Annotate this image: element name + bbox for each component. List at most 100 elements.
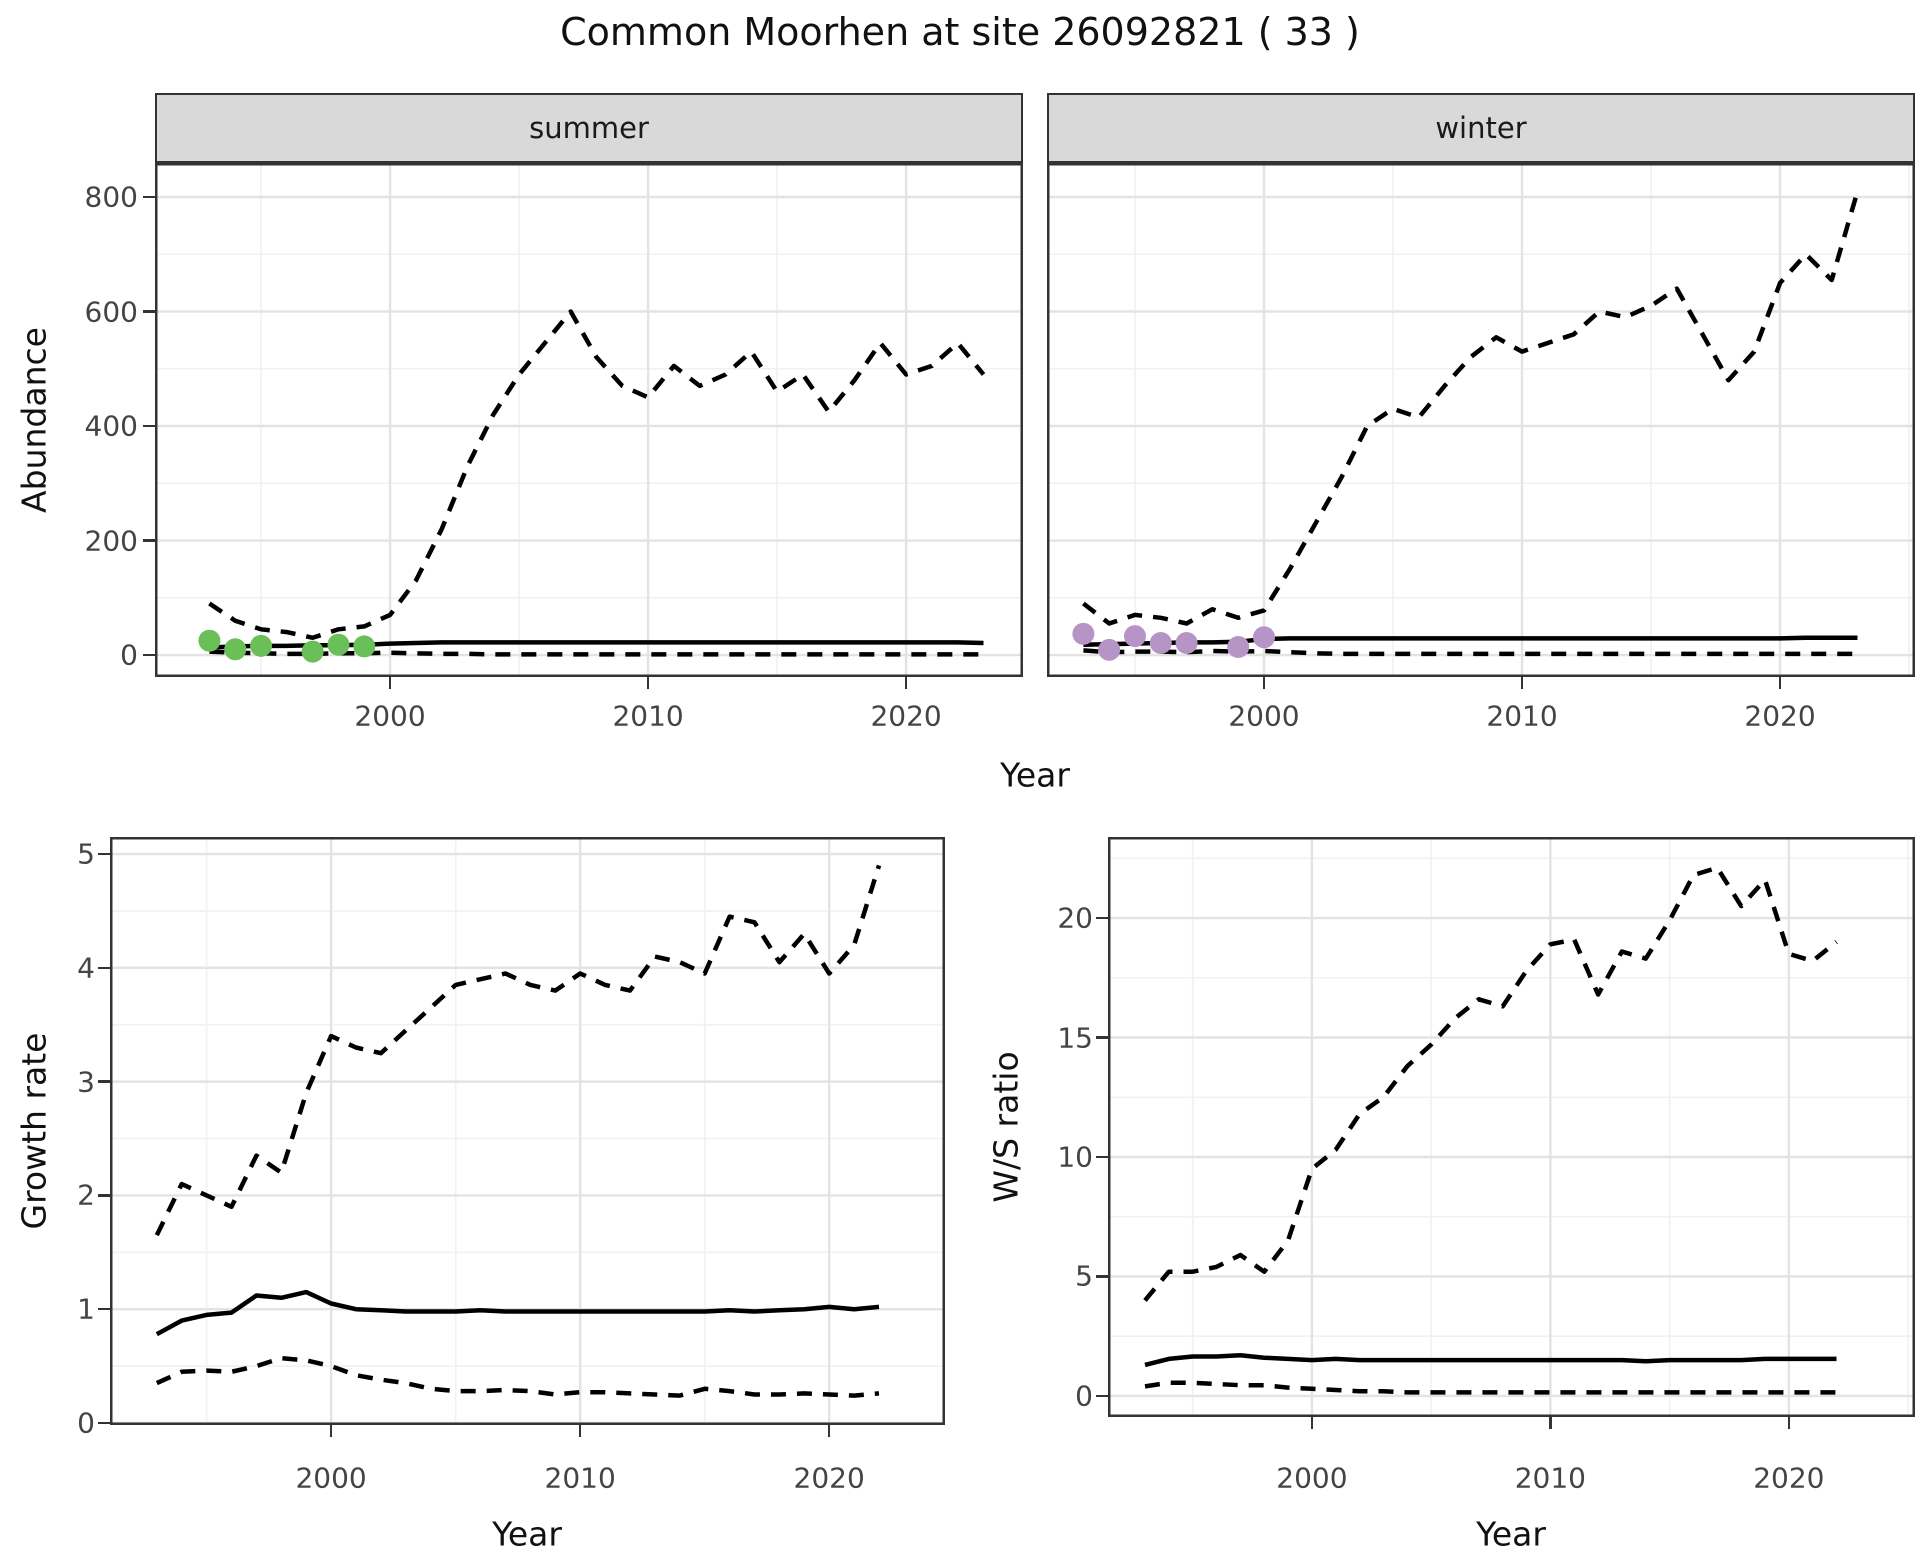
y-tick-label: 5 [77, 837, 95, 871]
growth_rate-plot-area [110, 837, 945, 1425]
abundance-axis-title: Abundance [14, 327, 54, 513]
abundance_winter-observed-point [1098, 638, 1121, 661]
y-tick-label: 200 [84, 524, 138, 557]
y-tick-mark [143, 539, 155, 542]
abundance_summer-observed-point [224, 638, 247, 661]
x-tick-mark [646, 677, 650, 689]
abundance_summer-plot-area [155, 163, 1023, 677]
y-tick-mark [98, 1194, 110, 1197]
y-tick-mark [143, 195, 155, 199]
ws-ratio-axis-title: W/S ratio [986, 1051, 1026, 1203]
ratio-year-axis-title: Year [1476, 1514, 1546, 1554]
panel-background [155, 163, 1023, 677]
y-tick-label: 800 [84, 180, 138, 214]
ws_ratio-plot-area [1108, 837, 1915, 1417]
y-tick-label: 400 [84, 409, 138, 443]
panel-border [110, 837, 945, 1425]
x-tick-mark [1520, 677, 1524, 689]
y-tick-mark [98, 1307, 110, 1311]
x-tick-mark [1778, 677, 1782, 689]
page-title: Common Moorhen at site 26092821 ( 33 ) [560, 10, 1360, 54]
x-tick-mark [904, 677, 908, 689]
y-tick-label: 15 [1057, 1021, 1093, 1054]
y-tick-label: 10 [1057, 1140, 1093, 1174]
abundance_summer-observed-point [327, 633, 350, 656]
y-tick-mark [1096, 1275, 1108, 1278]
abundance_winter-observed-point [1175, 631, 1198, 654]
y-tick-label: 0 [120, 638, 138, 672]
panel-border [1108, 837, 1915, 1417]
top-year-axis-title: Year [1000, 755, 1070, 795]
y-tick-mark [98, 966, 110, 970]
x-tick-label: 2020 [870, 699, 942, 733]
y-tick-label: 5 [1075, 1259, 1093, 1293]
y-tick-mark [1096, 916, 1108, 920]
y-tick-mark [1096, 1155, 1108, 1159]
x-tick-mark [388, 677, 392, 689]
x-tick-mark [1549, 1417, 1552, 1429]
y-tick-mark [143, 424, 155, 428]
x-tick-label: 2020 [793, 1461, 865, 1495]
facet-strip-winter: winter [1047, 93, 1915, 163]
x-tick-mark [1262, 677, 1266, 689]
y-tick-mark [143, 653, 155, 657]
panel-border [1047, 163, 1915, 677]
y-tick-label: 2 [77, 1178, 95, 1212]
growth_rate-upper_ci-line [154, 864, 882, 1237]
abundance_winter-observed-point [1253, 626, 1275, 649]
y-tick-label: 600 [84, 295, 138, 328]
abundance_winter-observed-point [1149, 631, 1172, 654]
facet-strip-summer: summer [155, 93, 1023, 163]
x-tick-label: 2010 [544, 1461, 616, 1495]
abundance_summer-observed-point [250, 634, 273, 657]
panel-background [1047, 163, 1915, 677]
growth_rate-median-line [155, 1289, 880, 1337]
y-tick-mark [98, 1080, 110, 1083]
x-tick-label: 2000 [1228, 699, 1300, 733]
abundance_winter-plot-area [1047, 163, 1915, 677]
x-tick-label: 2010 [1486, 699, 1558, 733]
y-tick-mark [98, 1421, 110, 1425]
abundance_winter-median-line [1083, 635, 1858, 647]
x-tick-label: 2000 [1276, 1461, 1348, 1495]
abundance_winter-observed-point [1072, 622, 1095, 645]
growth-year-axis-title: Year [492, 1514, 562, 1554]
y-tick-label: 0 [1075, 1379, 1093, 1413]
growth_rate-lower_ci-line [155, 1355, 880, 1398]
panel-border [155, 163, 1023, 677]
y-tick-mark [98, 852, 110, 856]
abundance_winter-observed-point [1227, 636, 1250, 659]
x-tick-label: 2010 [1514, 1461, 1586, 1495]
y-tick-mark [143, 310, 155, 313]
facet-strip-summer-label: summer [529, 111, 649, 145]
facet-strip-winter-label: winter [1435, 111, 1527, 145]
y-tick-label: 0 [77, 1406, 95, 1440]
x-tick-mark [1787, 1417, 1791, 1429]
x-tick-label: 2000 [354, 699, 426, 733]
y-tick-label: 1 [77, 1292, 95, 1326]
abundance_summer-upper_ci-line [208, 309, 986, 641]
y-tick-label: 3 [77, 1065, 95, 1099]
ws_ratio-median-line [1144, 1353, 1837, 1368]
x-tick-label: 2000 [295, 1461, 367, 1495]
y-tick-mark [1096, 1394, 1108, 1398]
abundance_summer-observed-point [301, 640, 324, 663]
abundance_winter-observed-point [1123, 625, 1146, 648]
y-tick-label: 4 [77, 951, 95, 985]
x-tick-mark [827, 1425, 831, 1437]
abundance_summer-observed-point [198, 629, 221, 652]
x-tick-label: 2020 [1753, 1461, 1825, 1495]
x-tick-mark [578, 1425, 582, 1437]
panel-background [1108, 837, 1915, 1417]
ws_ratio-lower_ci-line [1144, 1380, 1837, 1395]
y-tick-mark [1096, 1036, 1108, 1039]
x-tick-mark [1310, 1417, 1314, 1429]
x-tick-label: 2020 [1744, 699, 1816, 733]
x-tick-label: 2010 [612, 699, 684, 733]
growth-rate-axis-title: Growth rate [14, 1032, 54, 1230]
ws_ratio-upper_ci-line [1143, 865, 1838, 1302]
abundance_winter-upper_ci-line [1082, 190, 1860, 626]
x-tick-mark [329, 1425, 333, 1437]
abundance_summer-observed-point [353, 635, 376, 658]
y-tick-label: 20 [1057, 901, 1093, 935]
